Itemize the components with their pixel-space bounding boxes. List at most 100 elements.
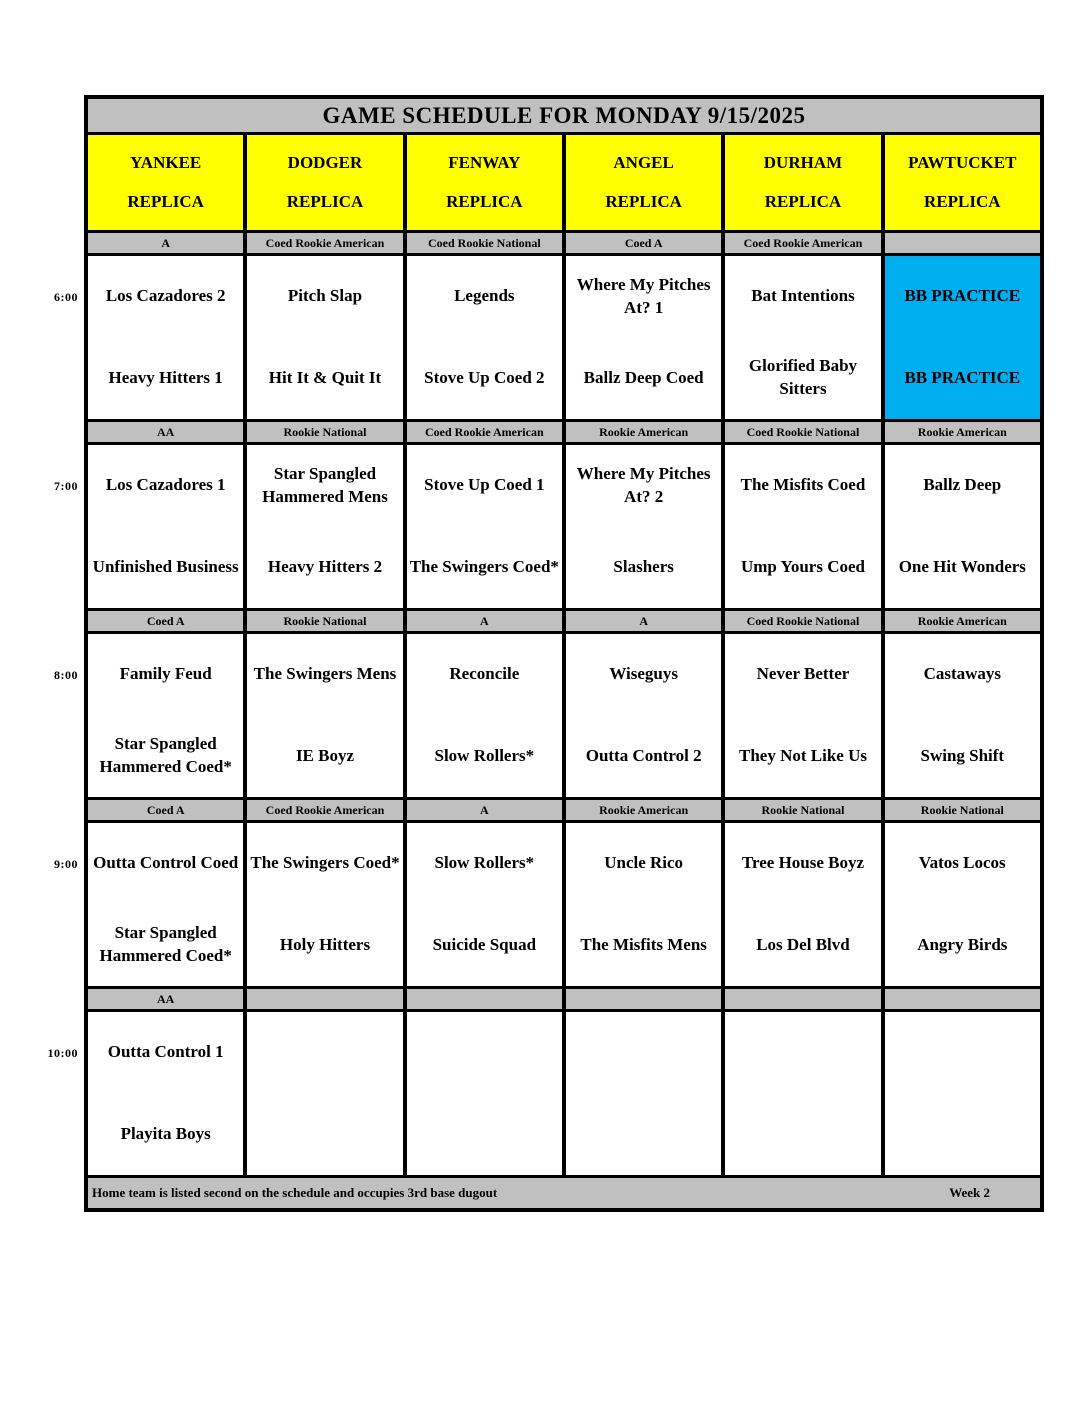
away-team: Legends: [454, 286, 515, 306]
division-label: Rookie American: [884, 422, 1040, 442]
division-label: Rookie American: [565, 422, 722, 442]
division-label: Rookie American: [884, 611, 1040, 631]
games-row-800: Family Feud Star Spangled Hammered Coed*…: [88, 634, 1040, 797]
footer-row: Home team is listed second on the schedu…: [88, 1178, 1040, 1208]
field-header-yankee: YANKEE REPLICA: [88, 135, 244, 230]
home-team: One Hit Wonders: [898, 556, 1026, 576]
game-cell: Pitch Slap Hit It & Quit It: [247, 256, 403, 419]
field-name: FENWAY: [448, 153, 521, 173]
away-team: The Misfits Coed: [740, 475, 866, 495]
division-label: Coed Rookie National: [725, 611, 881, 631]
away-team: [247, 1012, 402, 1094]
schedule-title: GAME SCHEDULE FOR MONDAY 9/15/2025: [88, 99, 1040, 132]
away-team: [725, 1012, 880, 1094]
home-team: Holy Hitters: [279, 934, 371, 954]
division-label: [725, 989, 881, 1009]
division-label: [565, 989, 722, 1009]
away-team: Ballz Deep: [923, 475, 1002, 495]
game-cell: Family Feud Star Spangled Hammered Coed*: [88, 634, 244, 797]
home-team: [725, 1094, 880, 1176]
away-team: Outta Control 1: [107, 1042, 224, 1062]
away-team: Where My Pitches At? 1: [576, 274, 711, 317]
division-label: Rookie American: [565, 800, 722, 820]
time-label-9: 9:00: [54, 857, 78, 871]
home-team: [247, 1094, 402, 1176]
game-cell: Where My Pitches At? 2 Slashers: [565, 445, 722, 608]
away-team: Never Better: [756, 664, 850, 684]
home-team: Star Spangled Hammered Coed*: [99, 734, 232, 777]
game-cell: [884, 1012, 1040, 1175]
game-cell: Slow Rollers* Suicide Squad: [406, 823, 562, 986]
game-schedule-table: GAME SCHEDULE FOR MONDAY 9/15/2025 YANKE…: [84, 95, 1044, 1212]
division-label: Coed A: [88, 800, 244, 820]
game-cell: Vatos Locos Angry Birds: [884, 823, 1040, 986]
away-team: Slow Rollers*: [434, 853, 535, 873]
away-team: The Swingers Coed*: [250, 853, 400, 873]
home-team: IE Boyz: [295, 745, 355, 765]
practice-slot: BB PRACTICE: [904, 286, 1021, 306]
game-cell: Where My Pitches At? 1 Ballz Deep Coed: [565, 256, 722, 419]
game-cell: Ballz Deep One Hit Wonders: [884, 445, 1040, 608]
game-cell: [406, 1012, 562, 1175]
away-team: Where My Pitches At? 2: [576, 463, 711, 506]
home-team: Star Spangled Hammered Coed*: [99, 923, 232, 966]
away-team: Wiseguys: [609, 664, 678, 684]
field-sub: REPLICA: [127, 191, 204, 211]
game-cell: Reconcile Slow Rollers*: [406, 634, 562, 797]
away-team: Los Cazadores 2: [105, 286, 226, 306]
away-team: [407, 1012, 562, 1094]
field-header-durham: DURHAM REPLICA: [725, 135, 881, 230]
home-team: The Swingers Coed*: [409, 556, 559, 576]
field-header-row: YANKEE REPLICA DODGER REPLICA FENWAY REP…: [88, 135, 1040, 230]
division-label: [247, 989, 403, 1009]
field-name: DODGER: [287, 153, 363, 173]
game-cell: Wiseguys Outta Control 2: [565, 634, 722, 797]
game-cell: [565, 1012, 722, 1176]
home-team: Ump Yours Coed: [740, 556, 865, 576]
away-team: Reconcile: [449, 664, 520, 684]
field-sub: REPLICA: [286, 191, 364, 211]
division-label: Coed Rookie American: [406, 422, 562, 442]
division-label: Rookie National: [725, 800, 881, 820]
division-label: AA: [88, 989, 244, 1009]
game-cell: Never Better They Not Like Us: [725, 634, 881, 797]
field-name: YANKEE: [130, 153, 202, 173]
away-team: [566, 1012, 721, 1094]
away-team: Uncle Rico: [604, 853, 684, 873]
division-label: AA: [88, 422, 244, 442]
division-label: [406, 989, 562, 1009]
home-team: Playita Boys: [120, 1123, 211, 1143]
field-sub: REPLICA: [605, 191, 682, 211]
division-label: Coed Rookie American: [247, 233, 403, 253]
division-label: [884, 989, 1040, 1009]
time-label-7: 7:00: [54, 479, 78, 493]
game-cell: Uncle Rico The Misfits Mens: [565, 823, 722, 986]
home-team: Angry Birds: [917, 934, 1008, 954]
division-label: Coed Rookie American: [247, 800, 403, 820]
division-row-900: Coed A Coed Rookie American A Rookie Ame…: [88, 800, 1040, 820]
home-team: They Not Like Us: [738, 745, 867, 765]
home-team: Slow Rollers*: [434, 745, 535, 765]
away-team: Bat Intentions: [751, 286, 855, 306]
game-cell: [247, 1012, 403, 1176]
game-cell: Outta Control Coed Star Spangled Hammere…: [88, 823, 244, 986]
away-team: Outta Control Coed: [93, 853, 239, 873]
home-team: The Misfits Mens: [580, 934, 707, 954]
time-label-8: 8:00: [54, 668, 78, 682]
division-label: Coed Rookie American: [725, 233, 881, 253]
games-row-900: Outta Control Coed Star Spangled Hammere…: [88, 823, 1040, 986]
away-team: Stove Up Coed 1: [424, 475, 545, 495]
field-header-angel: ANGEL REPLICA: [565, 135, 722, 230]
home-team: [566, 1094, 721, 1176]
field-name: ANGEL: [613, 153, 674, 173]
game-cell: Outta Control 1 Playita Boys: [88, 1012, 244, 1175]
away-team: Castaways: [923, 664, 1002, 684]
division-label: Coed Rookie National: [406, 233, 562, 253]
home-team-note: Home team is listed second on the schedu…: [92, 1185, 498, 1200]
game-cell: The Swingers Coed* Holy Hitters: [247, 823, 403, 986]
field-sub: REPLICA: [446, 191, 523, 211]
home-team: Glorified Baby Sitters: [748, 356, 858, 399]
division-row-1000: AA: [88, 989, 1040, 1009]
division-label: A: [88, 233, 244, 253]
games-row-700: Los Cazadores 1 Unfinished Business Star…: [88, 445, 1040, 608]
